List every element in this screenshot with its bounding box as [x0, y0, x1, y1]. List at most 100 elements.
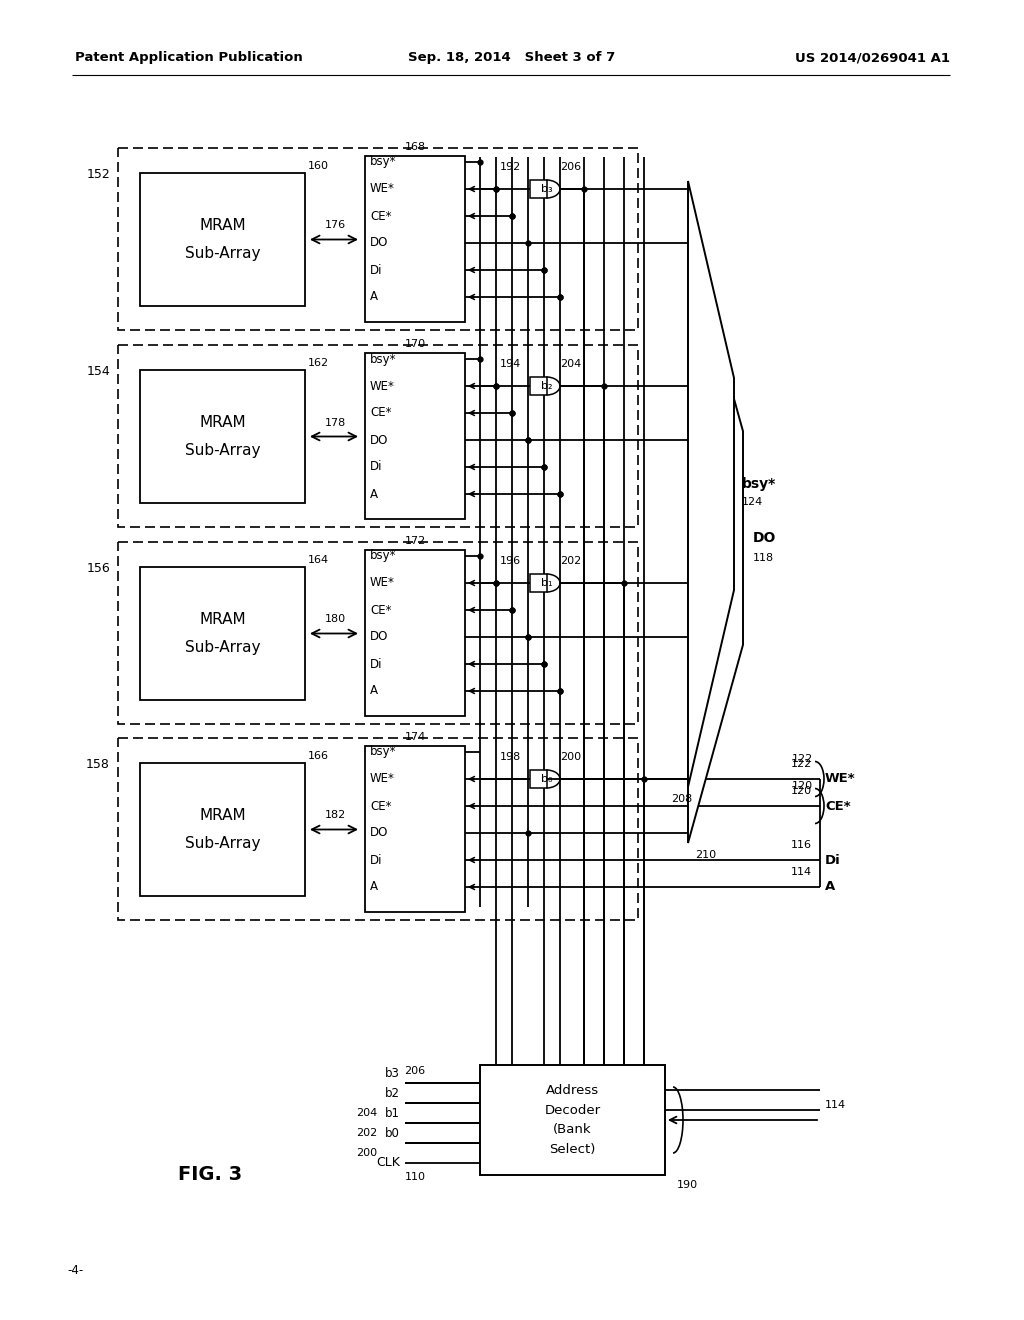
Text: 162: 162 [308, 358, 329, 368]
Text: 110: 110 [404, 1172, 426, 1181]
Text: MRAM: MRAM [200, 612, 246, 627]
Text: CE*: CE* [370, 603, 391, 616]
Text: MRAM: MRAM [200, 218, 246, 234]
Text: 120: 120 [792, 781, 813, 791]
Text: 168: 168 [404, 143, 426, 152]
Text: Di: Di [370, 264, 383, 276]
Bar [365, 156, 465, 322]
Text: CE*: CE* [370, 210, 391, 223]
Text: 154: 154 [86, 366, 110, 378]
Text: 178: 178 [325, 417, 346, 428]
Text: CLK: CLK [376, 1156, 400, 1170]
Text: bsy*: bsy* [370, 746, 396, 759]
Text: DO: DO [370, 631, 388, 644]
Bar [118, 345, 638, 527]
Text: DO: DO [370, 236, 388, 249]
Text: bsy*: bsy* [370, 549, 396, 562]
Text: 120: 120 [791, 785, 812, 796]
Text: b0: b0 [385, 1127, 400, 1140]
Text: 166: 166 [308, 751, 329, 762]
Text: bsy*: bsy* [742, 477, 776, 491]
Text: Sub-Array: Sub-Array [184, 836, 260, 851]
Text: bsy*: bsy* [370, 352, 396, 366]
Text: Decoder: Decoder [545, 1104, 600, 1117]
Polygon shape [688, 181, 734, 787]
Bar [118, 148, 638, 330]
Text: 158: 158 [86, 758, 110, 771]
Text: 204: 204 [560, 359, 582, 370]
Text: A: A [370, 685, 378, 697]
Text: 122: 122 [792, 754, 813, 764]
Text: 194: 194 [500, 359, 520, 370]
Text: 198: 198 [500, 752, 520, 762]
Text: Patent Application Publication: Patent Application Publication [75, 51, 303, 65]
Bar [140, 173, 305, 306]
Bar [530, 770, 547, 788]
Text: -4-: -4- [67, 1263, 83, 1276]
Bar [480, 1065, 665, 1175]
Text: 200: 200 [356, 1148, 377, 1158]
Text: 170: 170 [404, 339, 426, 348]
Bar [530, 378, 547, 395]
Text: 202: 202 [355, 1129, 377, 1138]
Bar [365, 352, 465, 519]
Text: Sub-Array: Sub-Array [184, 640, 260, 655]
Bar [530, 180, 547, 198]
Text: 114: 114 [791, 867, 812, 876]
Text: 172: 172 [404, 536, 426, 546]
Text: 206: 206 [404, 1067, 426, 1076]
Text: b₂: b₂ [542, 381, 553, 391]
Text: Di: Di [370, 657, 383, 671]
Text: A: A [825, 880, 836, 894]
Text: WE*: WE* [370, 577, 395, 590]
Text: 180: 180 [325, 615, 345, 624]
Text: 122: 122 [791, 759, 812, 770]
Text: Di: Di [825, 854, 841, 866]
Text: Sub-Array: Sub-Array [184, 246, 260, 261]
Text: MRAM: MRAM [200, 414, 246, 430]
Bar [365, 746, 465, 912]
Text: 192: 192 [500, 162, 520, 172]
Text: 116: 116 [791, 840, 812, 850]
Text: A: A [370, 880, 378, 894]
Text: CE*: CE* [370, 800, 391, 813]
Bar [118, 738, 638, 920]
Text: 118: 118 [753, 553, 774, 564]
Text: CE*: CE* [370, 407, 391, 420]
Text: b₃: b₃ [542, 183, 553, 194]
Text: Select): Select) [549, 1143, 596, 1156]
Polygon shape [688, 234, 743, 843]
Bar [140, 568, 305, 700]
Text: (Bank: (Bank [553, 1123, 592, 1137]
Text: 208: 208 [672, 795, 692, 804]
Text: b1: b1 [385, 1107, 400, 1119]
Text: 176: 176 [325, 220, 345, 231]
Text: b3: b3 [385, 1067, 400, 1080]
Text: WE*: WE* [370, 182, 395, 195]
Text: 190: 190 [677, 1180, 698, 1191]
Text: Address: Address [546, 1084, 599, 1097]
Text: 206: 206 [560, 162, 582, 172]
Text: Di: Di [370, 461, 383, 474]
Text: FIG. 3: FIG. 3 [178, 1166, 242, 1184]
Text: Sub-Array: Sub-Array [184, 444, 260, 458]
Text: Sep. 18, 2014   Sheet 3 of 7: Sep. 18, 2014 Sheet 3 of 7 [409, 51, 615, 65]
Text: b₀: b₀ [542, 774, 553, 784]
Text: 152: 152 [86, 168, 110, 181]
Text: 156: 156 [86, 562, 110, 576]
Text: A: A [370, 290, 378, 304]
Bar [365, 550, 465, 715]
Text: 174: 174 [404, 733, 426, 742]
Text: DO: DO [753, 531, 776, 545]
Text: A: A [370, 487, 378, 500]
Text: MRAM: MRAM [200, 808, 246, 822]
Text: 204: 204 [355, 1107, 377, 1118]
Text: 124: 124 [742, 498, 763, 507]
Text: 164: 164 [308, 554, 329, 565]
Text: 210: 210 [695, 850, 717, 861]
Text: 182: 182 [325, 810, 346, 821]
Text: 114: 114 [825, 1100, 846, 1110]
Text: Di: Di [370, 854, 383, 866]
Bar [140, 370, 305, 503]
Text: b2: b2 [385, 1086, 400, 1100]
